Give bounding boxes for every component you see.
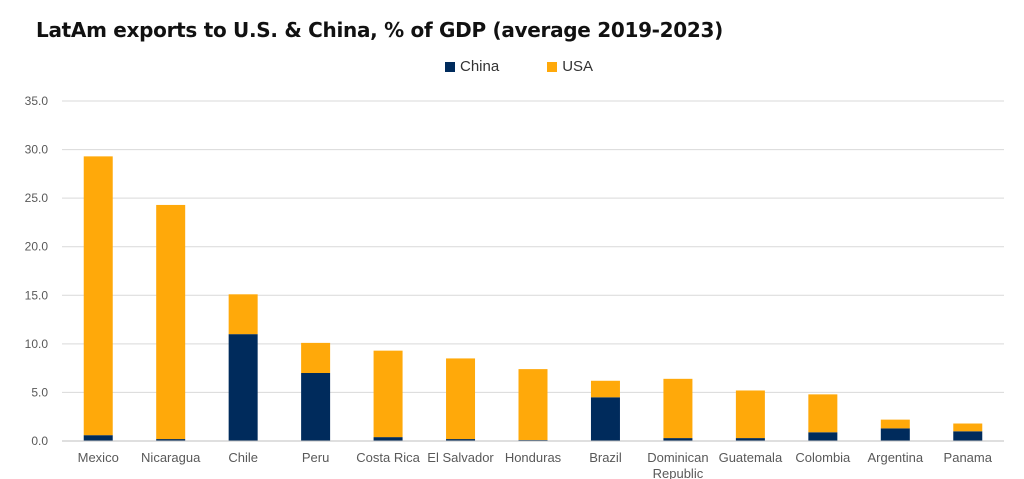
- bar-usa: [518, 369, 548, 441]
- bar-china: [663, 438, 693, 441]
- x-tick-label: Panama: [944, 450, 993, 465]
- bar-china: [83, 435, 113, 441]
- bar-china: [808, 432, 838, 441]
- y-tick-label: 5.0: [31, 385, 48, 399]
- bar-china: [373, 437, 403, 441]
- bar-usa: [663, 378, 693, 439]
- y-tick-label: 15.0: [25, 288, 49, 302]
- legend-label-china: China: [460, 58, 500, 75]
- y-tick-label: 0.0: [31, 434, 48, 448]
- legend-item-usa: USA: [547, 58, 593, 75]
- legend-swatch-usa: [547, 61, 558, 72]
- y-tick-label: 10.0: [25, 337, 49, 351]
- x-tick-label: Colombia: [795, 450, 851, 465]
- x-tick-label: Peru: [302, 450, 329, 465]
- bar-usa: [228, 294, 258, 335]
- x-tick-label: Mexico: [78, 450, 119, 465]
- y-tick-label: 20.0: [25, 240, 49, 254]
- bar-usa: [880, 419, 910, 429]
- x-tick-label: Argentina: [867, 450, 923, 465]
- legend-swatch-china: [445, 61, 455, 72]
- bar-usa: [590, 380, 620, 398]
- y-tick-label: 30.0: [25, 143, 49, 157]
- bar-usa: [301, 342, 331, 373]
- bar-china: [590, 397, 620, 441]
- bar-china: [735, 438, 765, 441]
- legend-label-usa: USA: [562, 58, 594, 75]
- x-tick-label: Costa Rica: [356, 450, 420, 465]
- bar-usa: [953, 423, 983, 432]
- chart-legend: China USA: [445, 58, 641, 75]
- y-tick-label: 25.0: [25, 191, 49, 205]
- bar-china: [446, 439, 476, 441]
- x-tick-label: Honduras: [505, 450, 562, 465]
- bar-china: [156, 439, 186, 441]
- bar-usa: [735, 390, 765, 439]
- bar-china: [880, 428, 910, 441]
- x-tick-label: Guatemala: [719, 450, 783, 465]
- x-tick-label: Chile: [228, 450, 258, 465]
- bar-usa: [373, 350, 403, 438]
- x-tick-label: Brazil: [589, 450, 622, 465]
- bar-usa: [83, 156, 113, 436]
- bar-usa: [156, 204, 186, 440]
- x-tick-label: Dominican: [647, 450, 708, 465]
- bar-usa: [808, 394, 838, 433]
- bar-china: [953, 431, 983, 441]
- chart-title: LatAm exports to U.S. & China, % of GDP …: [36, 18, 723, 42]
- bar-china: [228, 334, 258, 441]
- x-tick-label: El Salvador: [427, 450, 494, 465]
- y-tick-label: 35.0: [25, 94, 49, 108]
- bar-usa: [446, 358, 476, 440]
- legend-item-china: China: [445, 58, 499, 75]
- x-tick-label: Nicaragua: [141, 450, 201, 465]
- x-tick-label: Republic: [653, 466, 704, 479]
- bar-china: [301, 373, 331, 441]
